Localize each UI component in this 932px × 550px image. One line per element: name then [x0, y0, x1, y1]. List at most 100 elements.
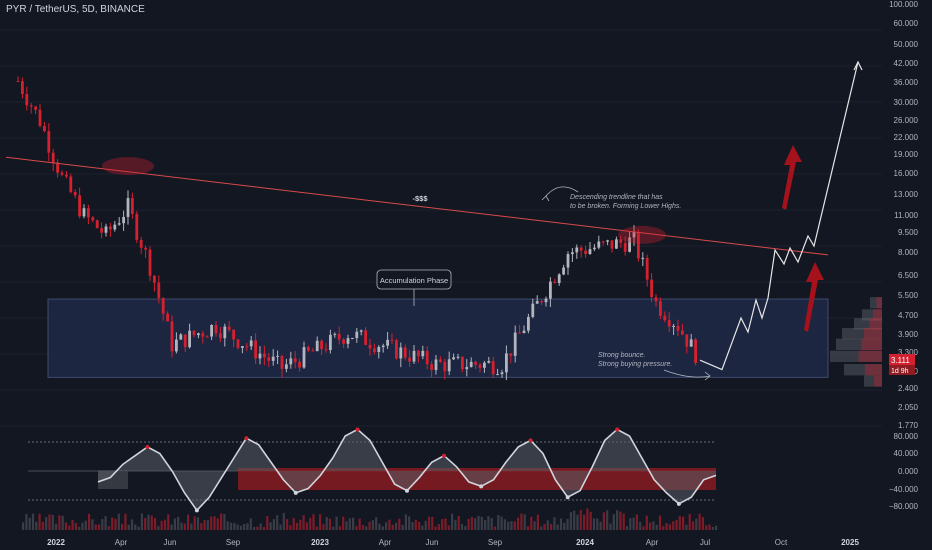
- volume-bar: [543, 523, 546, 530]
- volume-profile-bar: [862, 309, 882, 321]
- volume-bar: [345, 521, 348, 530]
- volume-bar: [253, 526, 256, 530]
- volume-bar: [269, 522, 272, 530]
- candle-body: [377, 347, 381, 352]
- price-axis[interactable]: 100.000 60.000 50.000 42.000 36.000 30.000 26.…: [889, 0, 919, 430]
- candle-body: [425, 350, 429, 365]
- volume-bar: [365, 526, 368, 530]
- candle-body: [447, 359, 451, 372]
- time-axis[interactable]: 2022 Apr Jun Sep 2023 Apr Jun Sep 2024 Apr Jul Oct 2…: [47, 538, 859, 547]
- oscillator-axis[interactable]: 80.000 40.000 0.000 −40.000 −80.000: [889, 432, 919, 511]
- volume-bar: [84, 520, 87, 530]
- time-tick-label: 2022: [47, 538, 65, 547]
- candle-body: [430, 364, 433, 371]
- volume-bar: [25, 513, 28, 530]
- descending-trendline: [5, 156, 829, 256]
- candle-body: [298, 361, 301, 368]
- candle-body: [51, 152, 55, 163]
- annotations: Accumulation Phase -$$$ Descending trendli…: [376, 186, 711, 381]
- volume-bar: [447, 525, 450, 530]
- volume-bar: [282, 513, 285, 530]
- volume-bar: [167, 514, 170, 530]
- osc-tick-label: −40.000: [889, 485, 919, 494]
- price-tick-label: 9.500: [898, 228, 919, 237]
- candle-body: [386, 339, 389, 346]
- volume-bar: [655, 524, 658, 530]
- volume-bar: [662, 525, 665, 530]
- volume-bar: [682, 516, 685, 530]
- candle-body: [113, 224, 117, 230]
- volume-bar: [117, 513, 120, 530]
- price-tick-label: 13.000: [894, 190, 919, 199]
- accumulation-label: Accumulation Phase: [380, 276, 448, 285]
- bounce-note-arrowhead: [704, 371, 711, 381]
- candle-body: [170, 321, 174, 352]
- candle-body: [659, 301, 662, 316]
- candle-body: [161, 298, 165, 314]
- bounce-note-line-1: Strong bounce.: [598, 352, 646, 359]
- volume-bar: [58, 515, 61, 530]
- volume-bar: [672, 521, 675, 530]
- volume-bar: [220, 513, 223, 530]
- volume-bar: [421, 525, 424, 530]
- osc-pivot-dot: [194, 508, 199, 513]
- price-tick-label: 3.900: [898, 330, 919, 339]
- volume-bar: [236, 524, 239, 530]
- volume-bar: [190, 523, 193, 530]
- candle-body: [192, 330, 196, 336]
- volume-bar: [546, 520, 549, 530]
- volume-bar: [28, 517, 31, 530]
- osc-tick-label: 0.000: [898, 467, 919, 476]
- candle-body: [672, 325, 675, 327]
- volume-bar: [635, 514, 638, 530]
- candle-body: [144, 247, 147, 250]
- volume-bar: [177, 516, 180, 530]
- candle-body: [241, 346, 244, 348]
- volume-bar: [520, 513, 523, 530]
- candle-body: [29, 105, 33, 107]
- time-tick-label: 2025: [841, 538, 859, 547]
- candle-body: [117, 223, 121, 225]
- volume-bar: [668, 524, 671, 530]
- volume-bar: [81, 522, 84, 530]
- volume-bar: [437, 524, 440, 530]
- candle-body: [593, 247, 596, 250]
- candle-body: [263, 353, 266, 358]
- volume-bar: [38, 513, 41, 530]
- candle-body: [584, 250, 587, 255]
- candle-body: [60, 172, 64, 175]
- volume-bar: [104, 516, 107, 530]
- candle-body: [109, 226, 112, 230]
- price-tick-label: 26.000: [894, 116, 919, 125]
- volume-bar: [196, 517, 200, 530]
- volume-bar: [368, 521, 371, 530]
- candle-body: [16, 81, 20, 82]
- volume-bar: [200, 523, 203, 530]
- accumulation-zone: [47, 298, 829, 378]
- volume-bar: [210, 516, 213, 530]
- candle-body: [21, 81, 24, 95]
- candlestick-series: [16, 76, 697, 381]
- volume-bar: [193, 516, 196, 530]
- price-tick-label: 30.000: [894, 98, 919, 107]
- volume-bar: [154, 518, 157, 530]
- volume-bar: [381, 526, 384, 530]
- volume-bar: [665, 523, 668, 530]
- candle-body: [654, 297, 658, 302]
- candle-body: [342, 339, 345, 344]
- osc-tick-label: 80.000: [894, 432, 919, 441]
- volume-bar: [536, 514, 539, 530]
- candle-body: [249, 340, 253, 347]
- candle-body: [346, 338, 350, 344]
- volume-bar: [698, 513, 701, 530]
- volume-bar: [286, 519, 289, 530]
- candle-body: [197, 333, 200, 336]
- volume-bar: [467, 518, 470, 530]
- candle-body: [232, 329, 235, 340]
- projection-path: [699, 61, 859, 371]
- candle-body: [25, 94, 29, 106]
- time-tick-label: Apr: [379, 538, 392, 547]
- price-tick-label: 22.000: [894, 133, 919, 142]
- candle-body: [254, 340, 257, 359]
